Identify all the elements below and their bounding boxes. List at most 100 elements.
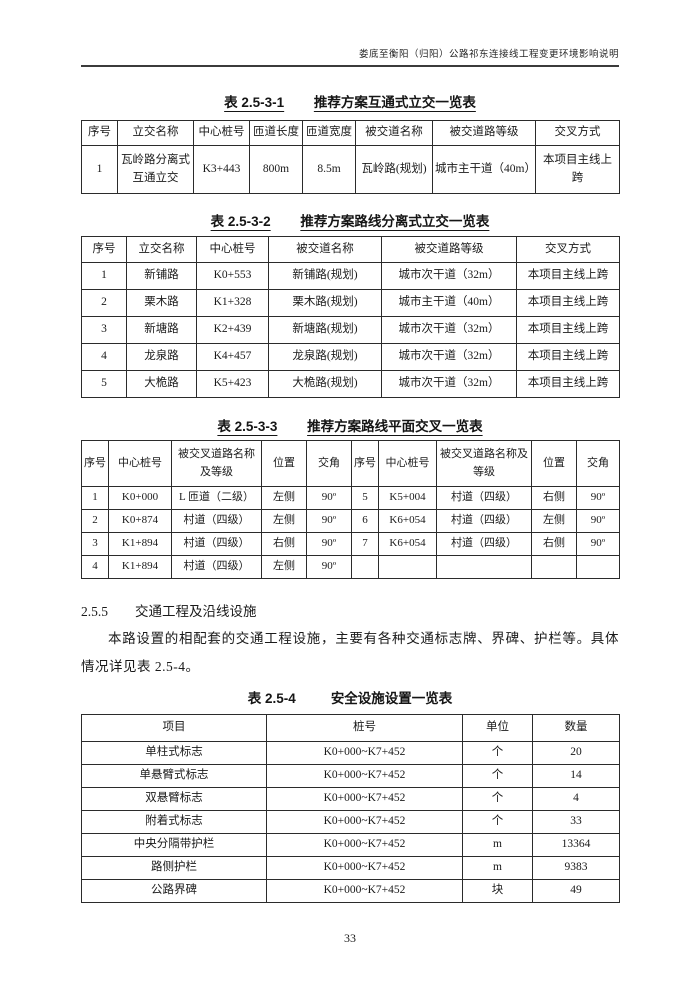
table-cell: K0+874 [108,509,172,533]
table-cell: 本项目主线上跨 [516,262,620,290]
section-heading: 2.5.5 交通工程及沿线设施 [81,600,619,620]
table-row: 2 K0+874 村道（四级） 左侧 90º 6 K6+054 村道（四级） 左… [81,509,620,533]
table-cell: 左侧 [261,555,307,579]
table-cell: K6+054 [378,509,437,533]
table-cell: 右侧 [261,532,307,556]
table-cell: 14 [532,764,620,789]
table-cell: 村道（四级） [171,555,262,579]
table-cell: 4 [532,787,620,812]
table-cell: 本项目主线上跨 [516,316,620,344]
table-cell: 村道（四级） [171,532,262,556]
caption-underline: 表 2.5-3-1 推荐方案互通式立交一览表 [224,95,476,110]
table-header-cell: 序号 [81,120,118,146]
table-cell: 瓦岭路分离式互通立交 [117,145,194,194]
table-cell: 城市次干道（32m） [381,262,517,290]
table-header-cell: 桩号 [266,714,463,743]
safety-facilities-table: 项目 桩号 单位 数量 单柱式标志 K0+000~K7+452 个 20 单悬臂… [81,714,620,904]
table-header-cell: 立交名称 [126,236,197,263]
table-cell [576,555,620,579]
table-cell: 右侧 [531,486,577,510]
table-header-cell: 序号 [81,236,127,263]
table-header-row: 序号 立交名称 中心桩号 匝道长度 匝道宽度 被交道名称 被交道路等级 交叉方式 [81,120,620,146]
table-header-cell: 序号 [81,440,109,487]
table-cell: 1 [81,262,127,290]
table-caption-1: 表 2.5-3-1 推荐方案互通式立交一览表 [81,91,619,111]
table-cell: 栗木路 [126,289,197,317]
table-cell: 本项目主线上跨 [516,289,620,317]
table-cell: 龙泉路(规划) [268,343,382,371]
table-cell: K1+894 [108,555,172,579]
table-cell: 800m [249,145,303,194]
table-cell: 个 [462,810,533,835]
table-row: 5 大桅路 K5+423 大桅路(规划) 城市次干道（32m） 本项目主线上跨 [81,370,620,398]
table-cell: 33 [532,810,620,835]
at-grade-crossing-table: 序号 中心桩号 被交叉道路名称及等级 位置 交角 序号 中心桩号 被交叉道路名称… [81,440,620,579]
table-cell: 城市次干道（32m） [381,343,517,371]
table-cell: K2+439 [196,316,269,344]
table-cell: 大桅路 [126,370,197,398]
table-row: 4 龙泉路 K4+457 龙泉路(规划) 城市次干道（32m） 本项目主线上跨 [81,343,620,371]
table-cell: 城市次干道（32m） [381,316,517,344]
table-cell: K0+000~K7+452 [266,787,463,812]
caption-title: 推荐方案路线分离式立交一览表 [300,214,490,229]
table-cell: 1 [81,486,109,510]
table-row: 中央分隔带护栏 K0+000~K7+452 m 13364 [81,833,620,858]
page-content: 娄底至衡阳（归阳）公路祁东连接线工程变更环境影响说明 表 2.5-3-1 推荐方案… [81,0,620,904]
table-cell: K0+000~K7+452 [266,741,463,766]
table-cell: 栗木路(规划) [268,289,382,317]
table-header-cell: 项目 [81,714,267,743]
table-cell: 公路界碑 [81,879,267,904]
table-cell: 村道（四级） [436,486,532,510]
table-row: 2 栗木路 K1+328 栗木路(规划) 城市主干道（40m） 本项目主线上跨 [81,289,620,317]
table-cell: 4 [81,555,109,579]
header-rule [81,65,619,67]
table-cell: 本项目主线上跨 [516,370,620,398]
table-cell: 左侧 [261,509,307,533]
table-cell: 右侧 [531,532,577,556]
caption-title: 推荐方案互通式立交一览表 [313,95,476,110]
table-cell: K6+054 [378,532,437,556]
table-header-cell: 序号 [351,440,379,487]
table-cell: K1+894 [108,532,172,556]
caption-label: 表 2.5-3-3 [217,419,278,434]
table-cell: K0+000~K7+452 [266,833,463,858]
caption-underline: 表 2.5-3-3 推荐方案路线平面交叉一览表 [217,419,482,434]
table-cell: K0+000~K7+452 [266,810,463,835]
table-cell: 90º [576,532,620,556]
table-header-cell: 中心桩号 [193,120,250,146]
table-caption-2: 表 2.5-3-2 推荐方案路线分离式立交一览表 [81,210,619,230]
table-row: 4 K1+894 村道（四级） 左侧 90º [81,555,620,579]
table-cell: K0+000~K7+452 [266,764,463,789]
caption-title: 安全设施设置一览表 [330,691,453,707]
table-cell: 3 [81,316,127,344]
table-header-cell: 立交名称 [117,120,194,146]
table-header-cell: 交角 [576,440,620,487]
table-cell: 新塘路 [126,316,197,344]
table-header-cell: 位置 [531,440,577,487]
table-header-cell: 被交道名称 [268,236,382,263]
table-cell: 城市主干道（40m） [381,289,517,317]
table-cell: 6 [351,509,379,533]
table-cell: 新铺路(规划) [268,262,382,290]
table-cell: 90º [576,509,620,533]
table-row: 路侧护栏 K0+000~K7+452 m 9383 [81,856,620,881]
table-cell: 左侧 [261,486,307,510]
table-header-cell: 被交道路等级 [432,120,536,146]
table-cell [531,555,577,579]
table-row: 双悬臂标志 K0+000~K7+452 个 4 [81,787,620,812]
table-header-cell: 被交道名称 [355,120,433,146]
table-cell: 双悬臂标志 [81,787,267,812]
table-cell: 8.5m [302,145,356,194]
table-header-cell: 被交道路等级 [381,236,517,263]
table-cell: L 匝道（二级） [171,486,262,510]
caption-underline: 表 2.5-3-2 推荐方案路线分离式立交一览表 [211,214,490,229]
table-cell [378,555,437,579]
table-cell: K5+423 [196,370,269,398]
running-header-title: 娄底至衡阳（归阳）公路祁东连接线工程变更环境影响说明 [358,50,619,60]
table-header-cell: 匝道长度 [249,120,303,146]
table-cell [351,555,379,579]
table-cell: 个 [462,787,533,812]
table-cell: K3+443 [193,145,250,194]
caption-title: 推荐方案路线平面交叉一览表 [307,419,483,434]
